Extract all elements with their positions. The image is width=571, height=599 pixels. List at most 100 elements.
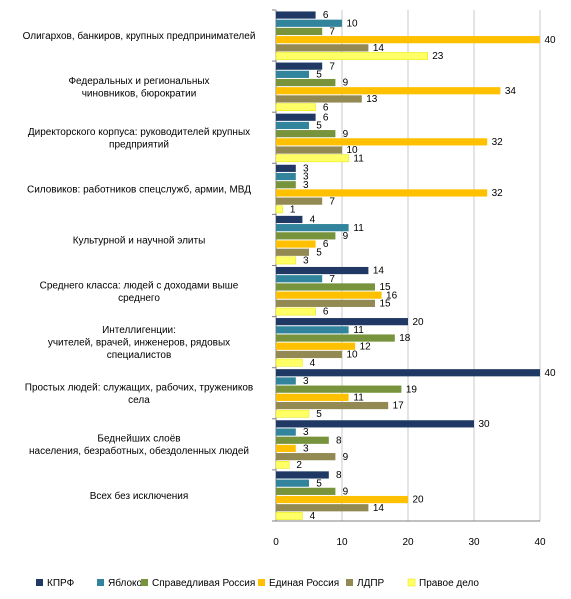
bar bbox=[276, 283, 375, 291]
category-label: Интеллигенции: bbox=[102, 325, 176, 336]
bar bbox=[276, 393, 349, 401]
bar bbox=[275, 409, 310, 418]
bar bbox=[276, 291, 382, 299]
category-label: Силовиков: работников спецслужб, армии, … bbox=[27, 183, 251, 195]
bar bbox=[276, 224, 349, 232]
legend-swatch bbox=[141, 579, 148, 586]
bar bbox=[276, 172, 296, 181]
bar bbox=[276, 232, 336, 240]
category-label: Директорского корпуса: руководителей кру… bbox=[28, 127, 250, 138]
data-label: 3 bbox=[303, 427, 309, 438]
data-label: 3 bbox=[303, 376, 309, 387]
legend-label: Справедливая Россия bbox=[152, 578, 255, 589]
bar bbox=[276, 181, 296, 189]
bar bbox=[276, 504, 369, 512]
bar bbox=[275, 52, 429, 60]
legend-swatch bbox=[407, 578, 416, 587]
data-label: 7 bbox=[329, 196, 335, 207]
data-label: 23 bbox=[432, 51, 444, 62]
data-label: 5 bbox=[316, 69, 322, 80]
bar bbox=[275, 103, 316, 112]
data-label: 9 bbox=[343, 486, 349, 497]
x-axis: 0 10 20 30 40 bbox=[273, 537, 546, 548]
legend-label: Единая Россия bbox=[269, 578, 339, 589]
data-label: 20 bbox=[412, 317, 424, 328]
data-label: 19 bbox=[406, 384, 418, 395]
bar bbox=[276, 19, 342, 27]
category-label: предприятий bbox=[109, 140, 169, 151]
data-label: 9 bbox=[343, 231, 349, 242]
data-label: 30 bbox=[478, 419, 490, 430]
data-label: 10 bbox=[346, 350, 358, 361]
category-label: Культурной и научной элиты bbox=[73, 235, 206, 246]
x-tick-label: 20 bbox=[402, 537, 414, 548]
data-label: 11 bbox=[353, 325, 364, 336]
data-label: 16 bbox=[386, 290, 398, 301]
bars bbox=[275, 11, 540, 520]
data-label: 10 bbox=[346, 18, 358, 29]
data-label: 4 bbox=[310, 215, 316, 226]
bar bbox=[276, 138, 488, 146]
bar bbox=[276, 11, 316, 19]
data-label: 15 bbox=[379, 298, 391, 309]
bar bbox=[276, 342, 356, 350]
category-label: Среднего класса: людей с доходами выше bbox=[40, 280, 239, 291]
legend-label: КПРФ bbox=[47, 578, 75, 589]
legend-swatch bbox=[36, 579, 43, 586]
gridlines bbox=[272, 9, 541, 522]
category-label: Всех без исключения bbox=[90, 490, 189, 502]
bar bbox=[276, 95, 362, 103]
bar bbox=[275, 358, 303, 367]
bar bbox=[276, 401, 389, 410]
data-label: 11 bbox=[353, 153, 364, 164]
bar bbox=[275, 256, 297, 265]
data-label: 8 bbox=[336, 470, 342, 481]
data-label: 10 bbox=[346, 145, 358, 156]
category-label: чиновников, бюрократии bbox=[82, 87, 197, 99]
bar bbox=[276, 121, 309, 130]
legend-swatch bbox=[258, 579, 265, 586]
bar bbox=[275, 307, 316, 316]
data-label: 5 bbox=[316, 478, 322, 489]
bar bbox=[276, 334, 395, 342]
bar bbox=[276, 146, 342, 154]
data-label: 3 bbox=[303, 444, 309, 455]
bar bbox=[276, 113, 316, 121]
data-label: 15 bbox=[379, 282, 391, 293]
bar bbox=[276, 27, 323, 36]
bar bbox=[276, 326, 349, 334]
data-label: 34 bbox=[505, 86, 517, 97]
x-tick-label: 40 bbox=[534, 537, 546, 548]
data-label: 32 bbox=[492, 188, 504, 199]
bar bbox=[276, 215, 303, 224]
category-label: села bbox=[128, 395, 150, 406]
category-label: специалистов bbox=[107, 350, 172, 361]
data-label: 32 bbox=[492, 137, 504, 148]
bar bbox=[276, 436, 329, 444]
category-label: Беднейших слоёв bbox=[97, 434, 180, 445]
bar bbox=[275, 461, 290, 469]
data-label: 6 bbox=[323, 307, 329, 318]
data-label: 12 bbox=[360, 341, 372, 352]
data-label: 9 bbox=[343, 129, 349, 140]
data-label: 9 bbox=[343, 452, 349, 463]
bar bbox=[276, 385, 402, 393]
x-tick-label: 30 bbox=[468, 537, 480, 548]
data-label: 14 bbox=[373, 503, 385, 514]
bar bbox=[276, 453, 336, 461]
data-label: 13 bbox=[366, 94, 378, 105]
data-label: 5 bbox=[316, 409, 322, 420]
data-label: 17 bbox=[393, 401, 405, 412]
bar bbox=[276, 266, 369, 275]
legend-label: Правое дело bbox=[419, 578, 479, 589]
data-label: 11 bbox=[353, 392, 364, 403]
bar bbox=[276, 78, 336, 87]
legend-label: Яблоко bbox=[108, 577, 142, 589]
value-labels: 6107401423759341366593210113333271411965… bbox=[290, 10, 556, 522]
bar bbox=[276, 44, 369, 52]
category-label: населения, безработных, обездоленных люд… bbox=[29, 445, 249, 457]
category-label: Федеральных и региональных bbox=[68, 76, 209, 87]
bar bbox=[275, 512, 303, 520]
data-label: 6 bbox=[323, 239, 329, 250]
